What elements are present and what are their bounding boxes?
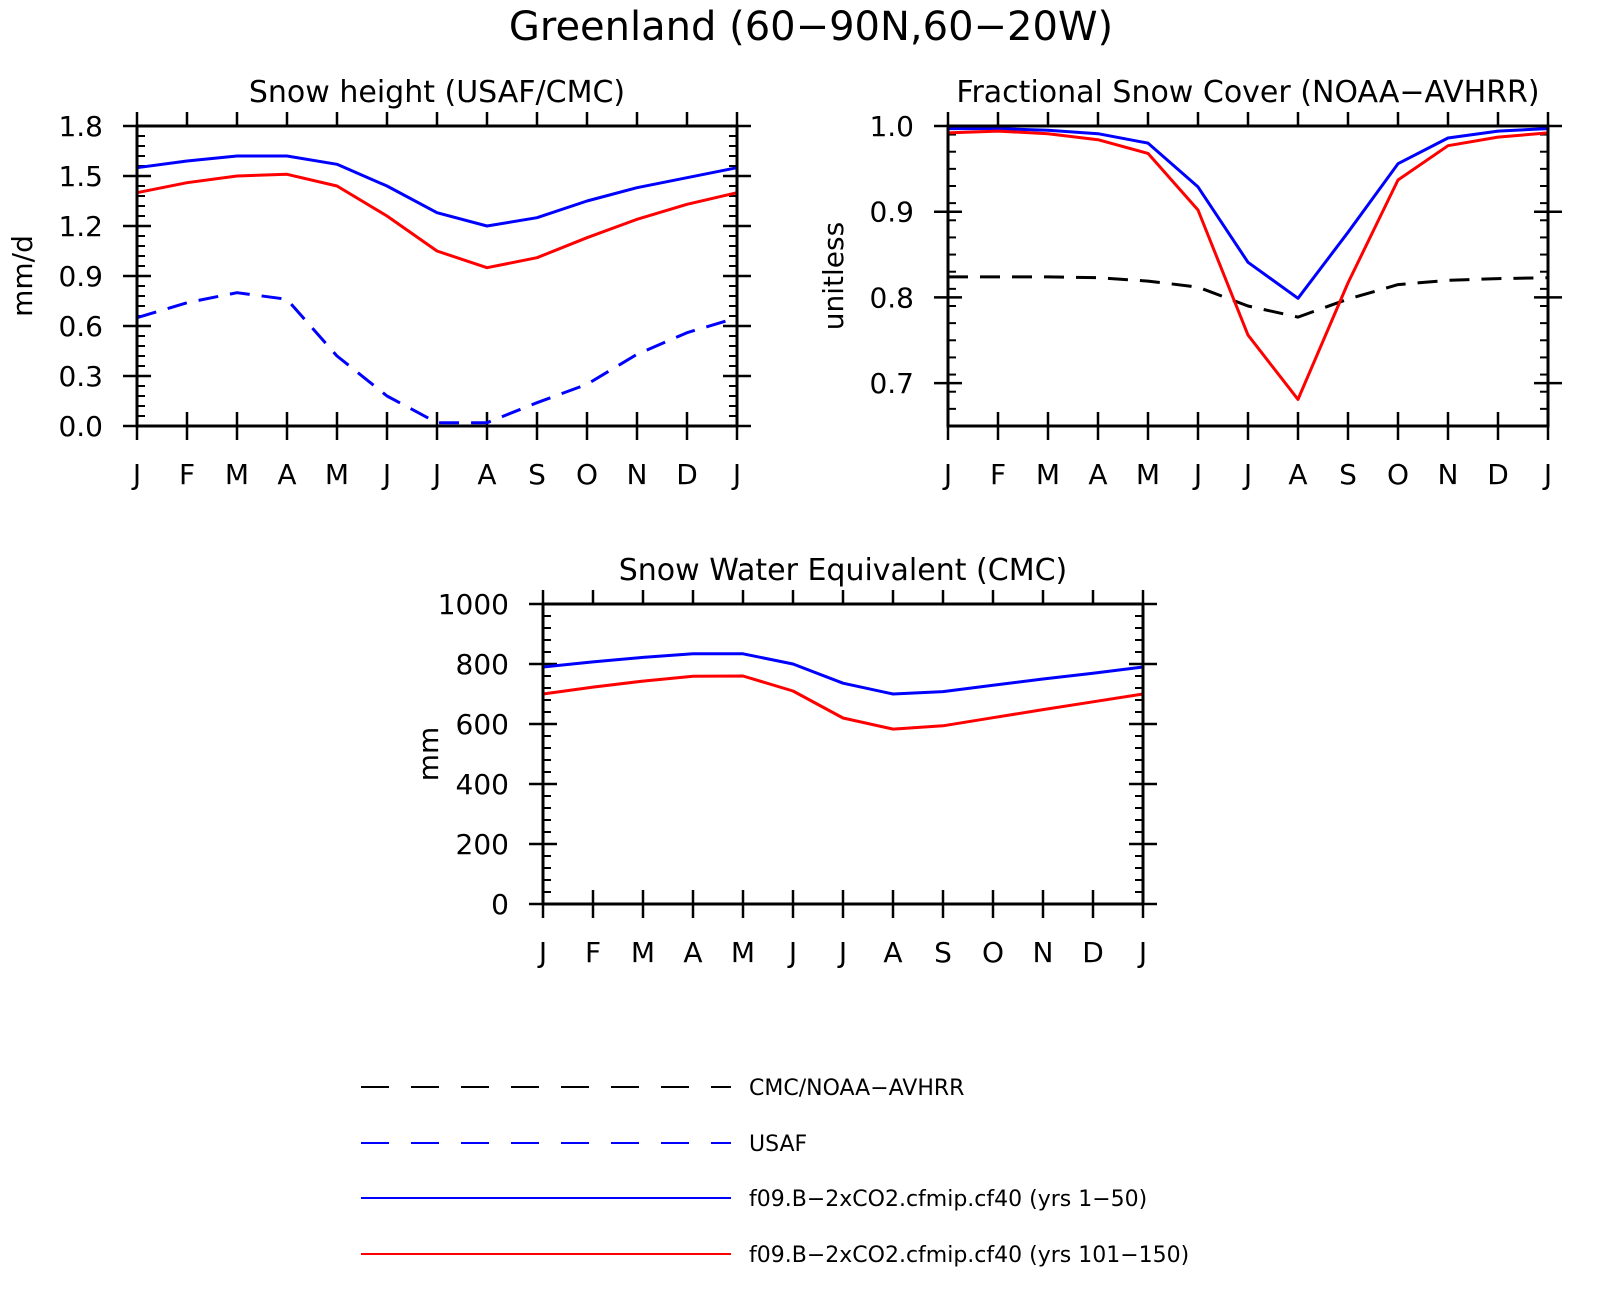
series-line-3 [542, 674, 1144, 731]
x-tick-label: S [528, 458, 546, 491]
panel-title: Snow height (USAF/CMC) [249, 75, 625, 110]
x-tick-label: J [1192, 458, 1202, 491]
plot-frame [135, 124, 739, 428]
y-tick-label: 200 [456, 828, 509, 861]
legend-label: USAF [749, 1132, 807, 1157]
plot-frame [541, 602, 1145, 906]
legend-label: f09.B−2xCO2.cfmip.cf40 (yrs 1−50) [749, 1187, 1147, 1212]
panel-2: Fractional Snow Cover (NOAA−AVHRR) unitle… [817, 75, 1562, 491]
legend: CMC/NOAA−AVHRR USAF f09.B−2xCO2.cfmip.cf40… [361, 1076, 1189, 1268]
x-tick-label: J [1242, 458, 1252, 491]
x-tick-label: N [1438, 458, 1459, 491]
y-tick-label: 0.9 [869, 196, 914, 229]
series-line-1 [948, 275, 1549, 319]
x-tick-label: J [837, 936, 847, 969]
x-tick-label: J [131, 458, 141, 491]
panel-title: Snow Water Equivalent (CMC) [619, 553, 1067, 588]
series-line-2 [136, 291, 738, 425]
series-line-3 [136, 154, 738, 228]
y-tick-label: 0.3 [58, 360, 103, 393]
x-tick-label: A [883, 936, 902, 969]
legend-item-4: f09.B−2xCO2.cfmip.cf40 (yrs 101−150) [361, 1243, 1189, 1268]
x-tick-label: J [731, 458, 741, 491]
x-tick-label: M [1136, 458, 1160, 491]
x-tick-label: A [477, 458, 496, 491]
x-tick-label: S [934, 936, 952, 969]
legend-label: CMC/NOAA−AVHRR [749, 1076, 964, 1101]
y-tick-label: 1000 [438, 588, 509, 621]
x-tick-label: S [1339, 458, 1357, 491]
legend-label: f09.B−2xCO2.cfmip.cf40 (yrs 101−150) [749, 1243, 1189, 1268]
panel-3: Snow Water Equivalent (CMC) mm 0 200 400 600 8… [412, 553, 1157, 969]
panel-1: Snow height (USAF/CMC) mm/d 0.0 0.3 0.6 0.9 1.… [6, 75, 751, 491]
y-tick-label: 1.2 [58, 210, 103, 243]
y-tick-label: 0.0 [58, 410, 103, 443]
x-tick-label: J [942, 458, 952, 491]
series-line-4 [136, 172, 738, 270]
x-tick-label: M [731, 936, 755, 969]
y-tick-label: 0.7 [869, 367, 914, 400]
x-tick-label: J [1137, 936, 1147, 969]
x-tick-label: M [325, 458, 349, 491]
x-tick-label: O [982, 936, 1004, 969]
x-tick-label: D [1082, 936, 1104, 969]
series-line-2 [948, 127, 1549, 300]
panels: Snow height (USAF/CMC) mm/d 0.0 0.3 0.6 0.9 1.… [6, 75, 1562, 969]
legend-item-2: USAF [361, 1132, 807, 1157]
x-tick-label: A [683, 936, 702, 969]
x-tick-label: A [277, 458, 296, 491]
x-tick-label: J [381, 458, 391, 491]
x-tick-label: O [576, 458, 598, 491]
y-tick-label: 400 [456, 768, 509, 801]
x-tick-label: M [225, 458, 249, 491]
figure-title: Greenland (60−90N,60−20W) [509, 4, 1113, 50]
x-tick-label: O [1387, 458, 1409, 491]
y-tick-label: 800 [456, 648, 509, 681]
x-tick-label: D [676, 458, 698, 491]
x-tick-label: F [179, 458, 195, 491]
y-tick-label: 0.8 [869, 281, 914, 314]
x-tick-label: J [537, 936, 547, 969]
y-axis-label: unitless [817, 222, 850, 330]
panel-title: Fractional Snow Cover (NOAA−AVHRR) [956, 75, 1539, 110]
y-tick-label: 0 [491, 888, 509, 921]
x-tick-label: A [1288, 458, 1307, 491]
x-tick-label: N [627, 458, 648, 491]
series-line-3 [947, 129, 1549, 401]
y-tick-label: 1.8 [58, 110, 103, 143]
y-tick-label: 0.6 [58, 310, 103, 343]
x-tick-label: N [1033, 936, 1054, 969]
y-tick-label: 0.9 [58, 260, 103, 293]
x-tick-label: J [787, 936, 797, 969]
x-tick-label: A [1088, 458, 1107, 491]
x-tick-label: D [1487, 458, 1509, 491]
x-tick-label: J [1542, 458, 1552, 491]
legend-item-3: f09.B−2xCO2.cfmip.cf40 (yrs 1−50) [361, 1187, 1147, 1212]
y-axis-label: mm [412, 727, 445, 782]
plot-frame [946, 124, 1550, 428]
x-tick-label: F [585, 936, 601, 969]
series-line-2 [542, 652, 1144, 696]
x-tick-label: J [431, 458, 441, 491]
x-tick-label: M [631, 936, 655, 969]
x-tick-label: M [1036, 458, 1060, 491]
x-tick-label: F [990, 458, 1006, 491]
y-axis-label: mm/d [6, 235, 39, 317]
y-tick-label: 1.5 [58, 160, 103, 193]
legend-item-1: CMC/NOAA−AVHRR [361, 1076, 964, 1101]
y-tick-label: 600 [456, 708, 509, 741]
y-tick-label: 1.0 [869, 110, 914, 143]
